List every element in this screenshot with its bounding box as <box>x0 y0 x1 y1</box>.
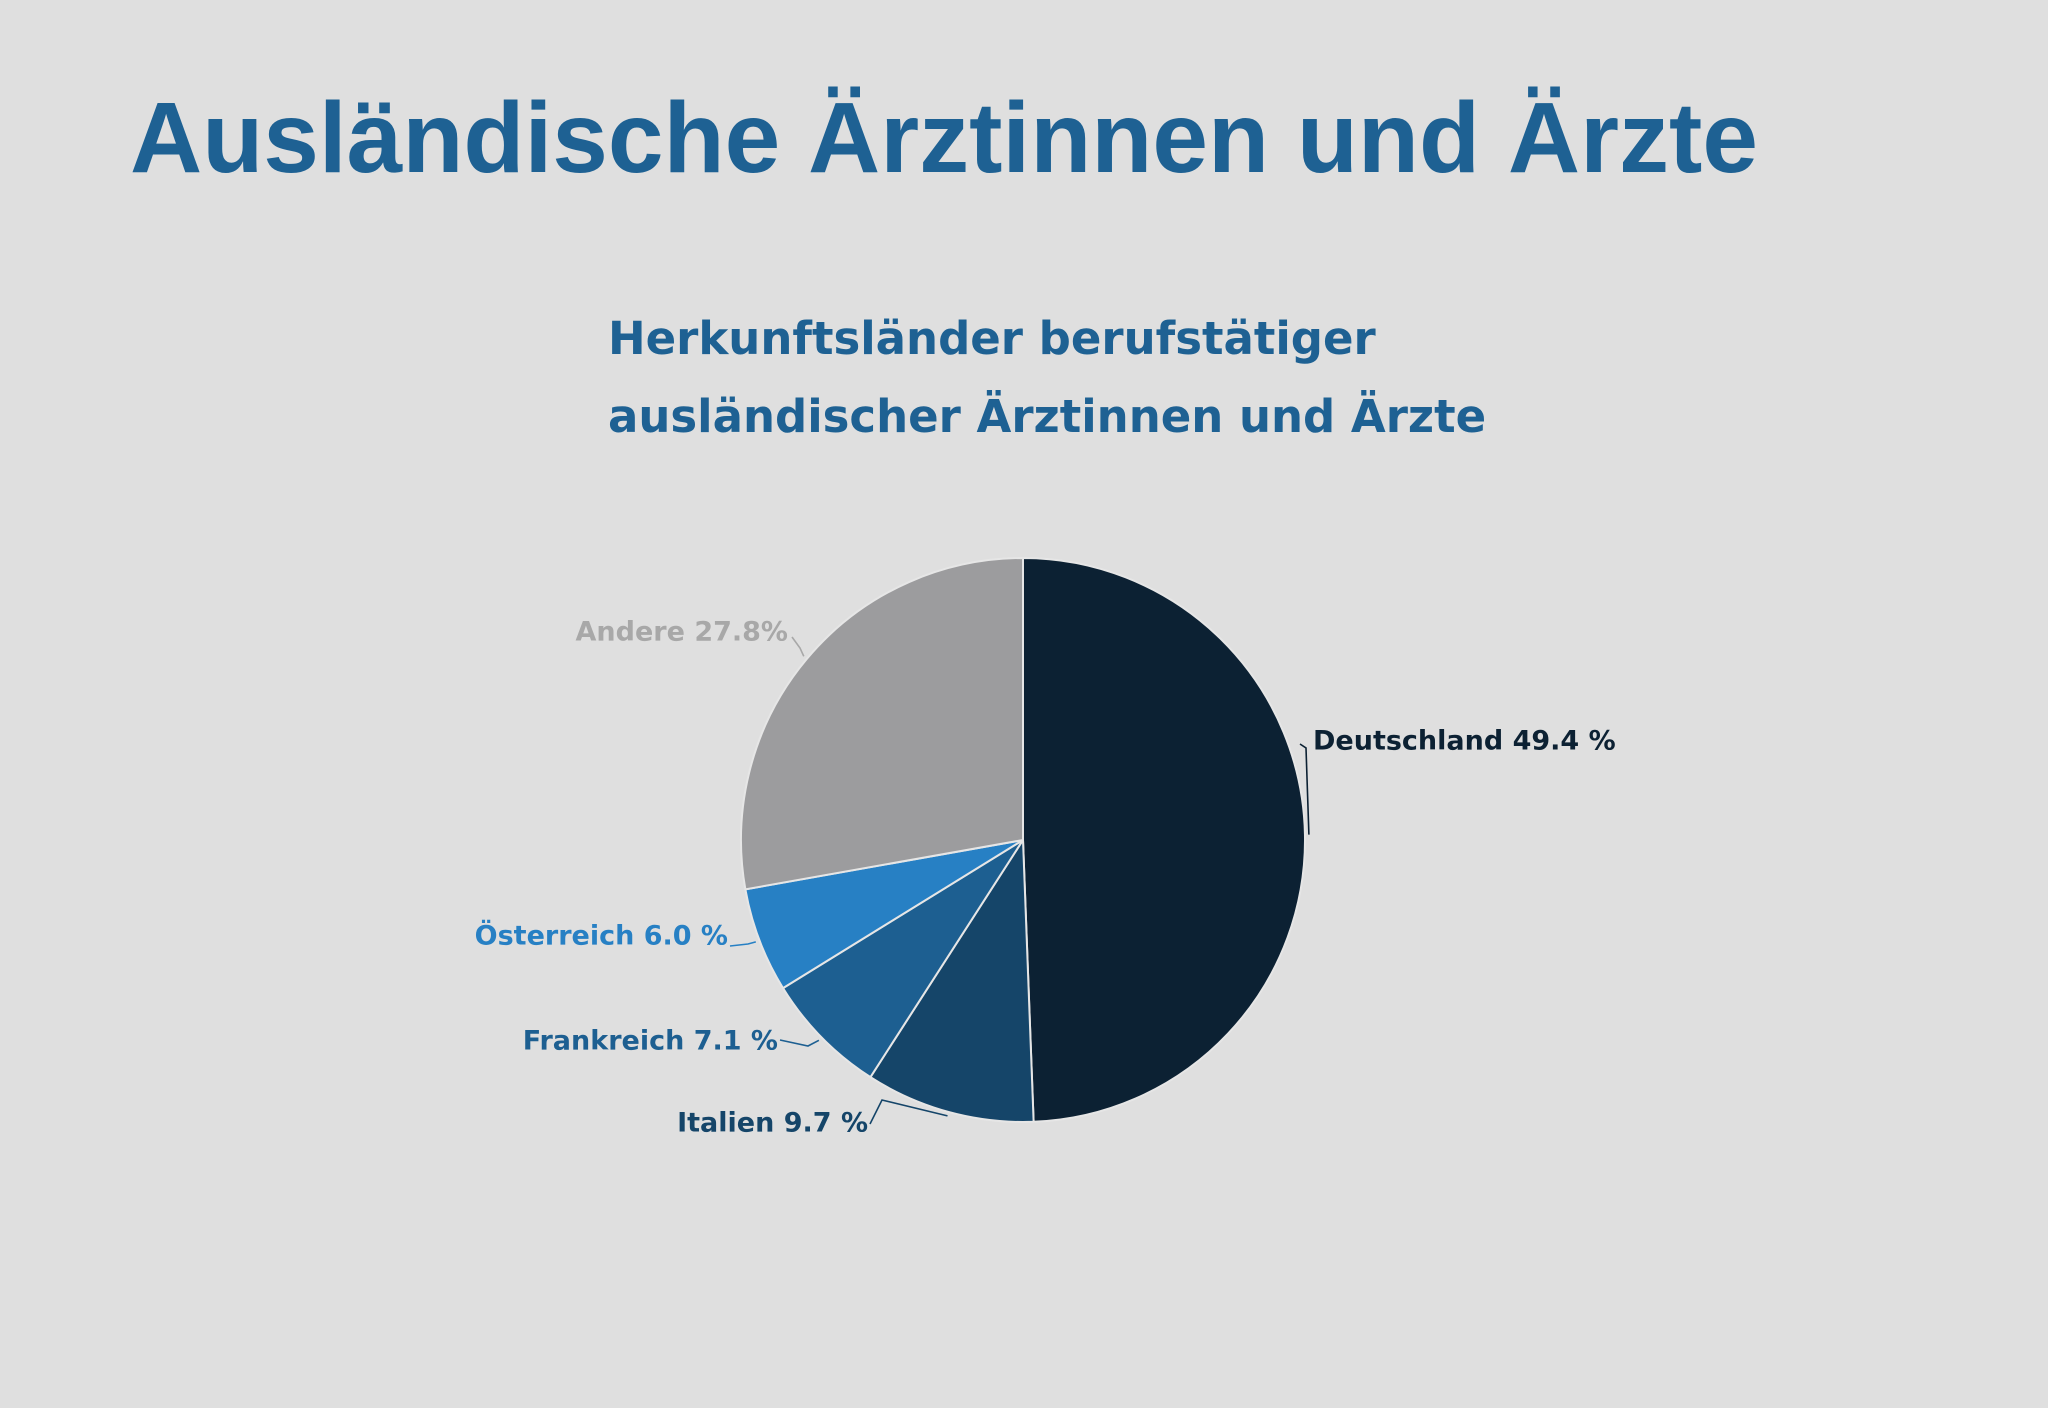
pie-labels: Deutschland 49.4 % Italien 9.7 % Frankreic… <box>475 617 1616 1139</box>
slice-label-oesterreich: Österreich 6.0 % <box>475 919 728 952</box>
pie-leader-lines <box>729 636 1310 1125</box>
leader-line-deutschland <box>1299 743 1310 835</box>
slice-label-frankreich: Frankreich 7.1 % <box>523 1026 778 1057</box>
pie-slice-italien <box>869 839 1035 1123</box>
pie-slices <box>740 557 1307 1123</box>
pie-slice-andere <box>740 557 1024 891</box>
slide-title: Ausländische Ärztinnen und Ärzte <box>130 82 1758 194</box>
chart-title-line-1: Herkunftsländer berufstätiger <box>608 312 1376 365</box>
leader-line-oesterreich <box>729 941 757 947</box>
chart-title: Herkunftsländer berufstätiger ausländisc… <box>608 300 1486 456</box>
pie-slice-deutschland <box>1022 557 1307 1123</box>
leader-line-frankreich <box>779 1039 820 1047</box>
leader-line-italien <box>869 1099 948 1125</box>
slice-label-andere: Andere 27.8% <box>576 617 788 648</box>
leader-line-andere <box>791 636 805 657</box>
pie-slice-frankreich <box>782 839 1024 1079</box>
chart-title-line-2: ausländischer Ärztinnen und Ärzte <box>608 390 1487 443</box>
slice-label-deutschland: Deutschland 49.4 % <box>1313 726 1616 757</box>
slice-label-italien: Italien 9.7 % <box>677 1108 868 1139</box>
